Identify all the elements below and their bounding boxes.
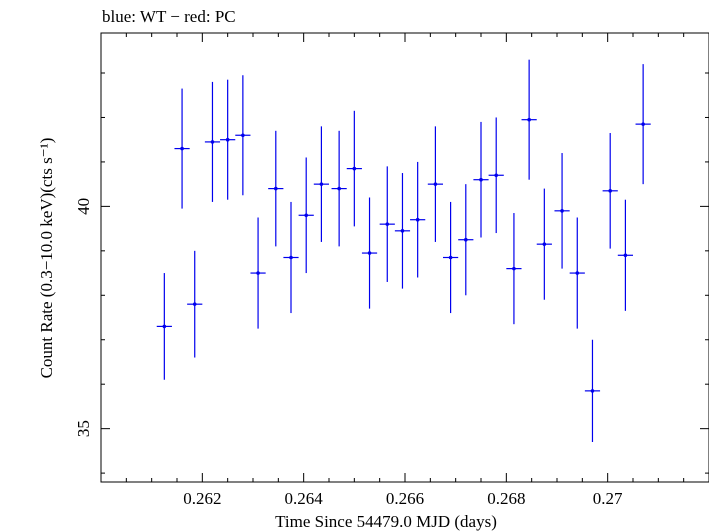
point-marker	[575, 271, 580, 275]
data-point	[427, 126, 443, 242]
point-marker	[337, 186, 341, 191]
point-marker	[192, 302, 197, 306]
data-point	[313, 126, 329, 242]
point-marker	[590, 389, 595, 393]
point-marker	[162, 324, 167, 329]
point-marker	[464, 237, 468, 242]
x-tick-label: 0.264	[285, 489, 324, 508]
data-point	[331, 130, 347, 247]
point-marker	[400, 229, 405, 233]
point-marker	[608, 189, 612, 193]
point-marker	[241, 133, 245, 138]
point-marker	[180, 146, 184, 151]
data-point	[298, 157, 314, 274]
point-marker	[274, 186, 278, 191]
point-marker	[415, 217, 420, 222]
point-marker	[256, 271, 260, 275]
axes: 0.262 0.264 0.266 0.268 0.27 35 40	[74, 33, 709, 508]
x-tick-label: 0.268	[487, 489, 525, 508]
point-marker	[352, 166, 357, 171]
point-marker	[479, 177, 483, 182]
data-point	[250, 217, 266, 329]
data-point	[569, 217, 585, 329]
y-axis-label: Count Rate (0.3−10.0 keV)(cts s⁻¹)	[37, 138, 56, 379]
data-point	[235, 75, 251, 196]
chart-title: blue: WT − red: PC	[102, 7, 236, 26]
point-marker	[385, 222, 390, 226]
data-point	[617, 199, 633, 311]
point-marker	[494, 173, 499, 178]
point-marker	[210, 140, 215, 144]
data-point	[187, 250, 203, 358]
point-marker	[304, 213, 309, 218]
data-point	[602, 133, 618, 249]
data-point	[204, 81, 221, 202]
data-point	[584, 339, 601, 442]
data-series	[156, 59, 651, 442]
data-point	[379, 166, 395, 282]
data-point	[174, 88, 190, 209]
point-marker	[367, 251, 372, 255]
x-axis-label: Time Since 54479.0 MJD (days)	[275, 512, 497, 531]
data-point	[443, 201, 459, 314]
data-point	[220, 79, 236, 200]
data-point	[394, 173, 411, 289]
data-point	[283, 201, 299, 314]
data-point	[635, 64, 651, 185]
point-marker	[560, 209, 564, 213]
data-point	[458, 184, 474, 296]
x-tick-label: 0.27	[593, 489, 623, 508]
data-point	[410, 161, 426, 278]
data-point	[156, 273, 172, 380]
point-marker	[448, 255, 453, 260]
y-tick-label: 40	[74, 198, 93, 215]
data-point	[473, 121, 489, 238]
plot-frame	[100, 32, 709, 483]
data-point	[488, 117, 504, 234]
data-point	[268, 130, 284, 247]
point-marker	[225, 137, 230, 142]
data-point	[536, 188, 552, 300]
data-point	[361, 197, 378, 309]
point-marker	[623, 253, 628, 258]
data-point	[346, 110, 362, 227]
data-point	[506, 213, 522, 325]
point-marker	[641, 122, 645, 126]
data-point	[521, 59, 537, 180]
point-marker	[289, 255, 293, 260]
point-marker	[319, 182, 324, 186]
x-tick-label: 0.262	[183, 489, 221, 508]
x-tick-label: 0.266	[386, 489, 424, 508]
point-marker	[512, 266, 516, 271]
y-tick-label: 35	[74, 420, 93, 437]
point-marker	[542, 242, 547, 246]
point-marker	[527, 117, 531, 122]
point-marker	[433, 182, 438, 186]
data-point	[554, 153, 570, 269]
